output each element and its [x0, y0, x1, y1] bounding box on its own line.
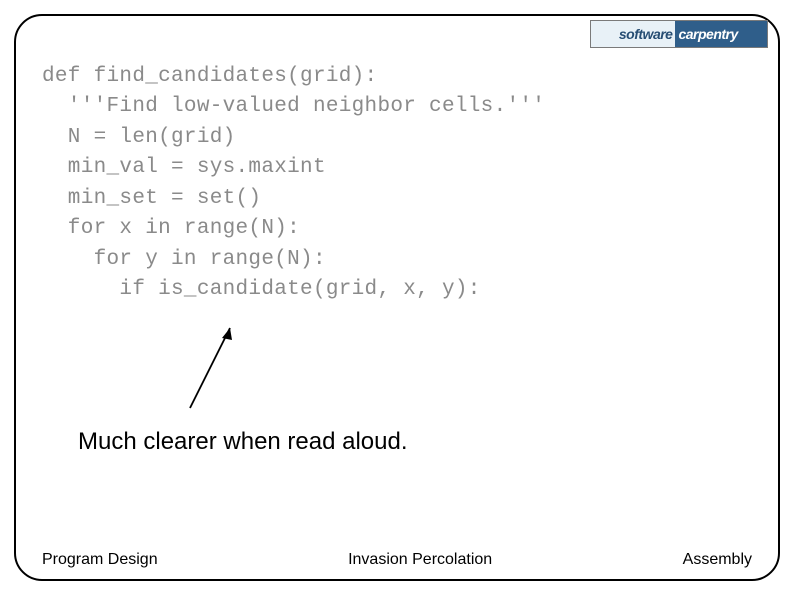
logo-left-label: software — [591, 21, 675, 47]
logo: software carpentry — [590, 20, 768, 48]
footer-right: Assembly — [683, 551, 752, 569]
code-block: def find_candidates(grid): '''Find low-v… — [42, 62, 545, 306]
footer: Program Design Invasion Percolation Asse… — [42, 551, 752, 569]
logo-right-label: carpentry — [675, 21, 767, 47]
footer-left: Program Design — [42, 551, 158, 569]
footer-center: Invasion Percolation — [348, 551, 492, 569]
caption-text: Much clearer when read aloud. — [78, 428, 408, 456]
